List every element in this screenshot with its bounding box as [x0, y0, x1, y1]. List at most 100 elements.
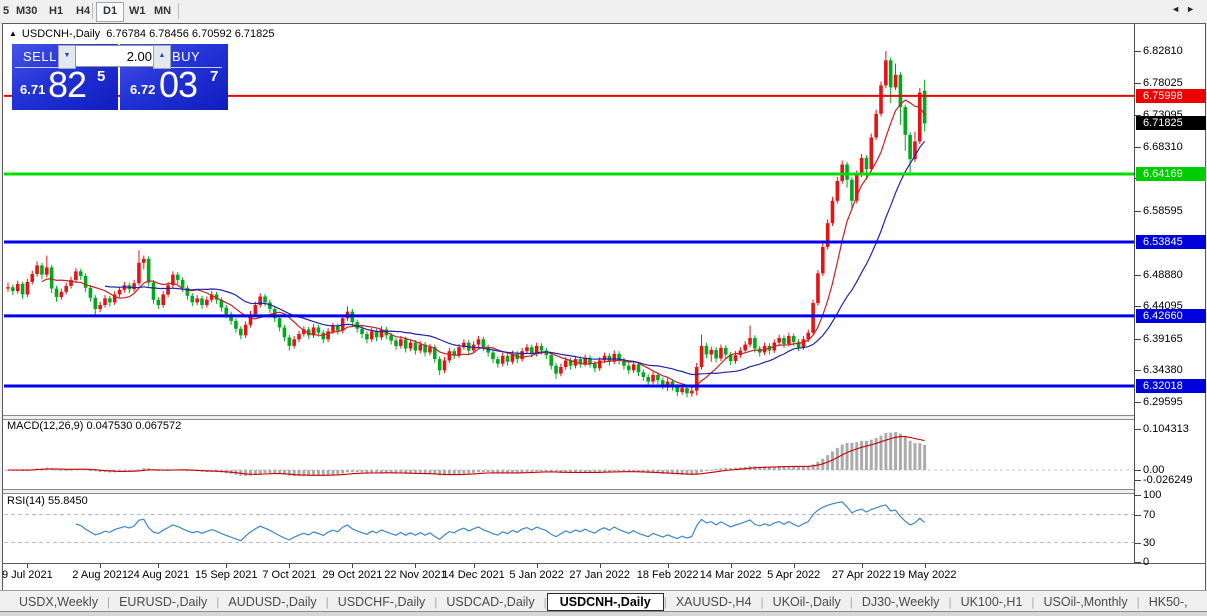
date-axis-tick — [289, 564, 291, 568]
date-axis-tick — [100, 564, 102, 568]
chart-window — [2, 23, 1206, 591]
macd-axis-label: -0.026249 — [1143, 474, 1193, 486]
axis-tick — [1135, 480, 1141, 481]
date-axis-label: 27 Jan 2022 — [569, 569, 630, 581]
chart-bottom-border — [3, 563, 1205, 564]
date-axis-tick — [599, 564, 601, 568]
timeframe-button-d1[interactable]: D1 — [96, 2, 125, 22]
chart-tab-usdchf-daily[interactable]: USDCHF-,Daily — [337, 594, 426, 609]
sell-underline — [15, 67, 63, 68]
tab-separator: | — [760, 594, 764, 609]
rsi-panel-splitter[interactable] — [3, 489, 1134, 494]
buy-price-small: 6.72 — [130, 82, 156, 97]
chart-tab-ukoil-daily[interactable]: UKOil-,Daily — [772, 594, 841, 609]
axis-tick — [1135, 429, 1141, 430]
volume-decrease-button[interactable]: ▼ — [58, 45, 76, 69]
timeframe-button-m30[interactable]: M30 — [16, 5, 38, 17]
chart-tab-usdx-weekly[interactable]: USDX,Weekly — [19, 594, 98, 609]
date-axis-label: 15 Sep 2021 — [195, 569, 258, 581]
chevron-up-icon: ▲ — [158, 52, 166, 59]
sell-price-small: 6.71 — [20, 82, 46, 97]
axis-tick — [1135, 275, 1141, 276]
price-axis-label: 6.82810 — [1143, 45, 1183, 57]
chart-tab-hk50[interactable]: HK50-, — [1148, 594, 1188, 609]
chart-tab-eurusd-daily[interactable]: EURUSD-,Daily — [119, 594, 208, 609]
macd-panel-splitter[interactable] — [3, 415, 1134, 420]
date-axis-tick — [27, 564, 29, 568]
date-axis-tick — [861, 564, 863, 568]
rsi-axis-label: 100 — [1143, 489, 1162, 501]
timeframe-button-w1[interactable]: W1 — [129, 5, 146, 17]
chart-tab-audusd-daily[interactable]: AUDUSD-,Daily — [228, 594, 317, 609]
axis-tick — [1135, 402, 1141, 403]
sell-label: SELL — [23, 49, 57, 64]
axis-tick — [1135, 339, 1141, 340]
tab-separator: | — [434, 594, 438, 609]
price-axis-label: 6.78025 — [1143, 77, 1183, 89]
chart-tab-uk100-h1[interactable]: UK100-,H1 — [960, 594, 1023, 609]
tab-separator: | — [849, 594, 853, 609]
buy-underline — [164, 67, 222, 68]
sell-price-big: 82 — [48, 64, 87, 105]
tab-separator: | — [543, 594, 547, 609]
tab-separator: | — [1136, 594, 1140, 609]
date-axis-tick — [924, 564, 926, 568]
date-axis-label: 19 May 2022 — [892, 569, 957, 581]
macd-axis-label: 0.00 — [1143, 464, 1165, 476]
timeframe-button-5[interactable]: 5 — [3, 5, 10, 17]
toolbar-separator — [178, 3, 179, 19]
scroll-right-icon[interactable]: ► — [1186, 4, 1201, 14]
date-axis-tick — [473, 564, 475, 568]
chart-tab-bar: USDX,Weekly | EURUSD-,Daily | AUDUSD-,Daily |… — [0, 590, 1207, 612]
date-axis-label: 22 Nov 2021 — [384, 569, 447, 581]
chart-tab-xauusd-h4[interactable]: XAUUSD-,H4 — [675, 594, 752, 609]
price-axis-label: 6.39165 — [1143, 333, 1183, 345]
date-axis-label: 5 Apr 2022 — [767, 569, 821, 581]
chart-tab-dj30-weekly[interactable]: DJ30-,Weekly — [861, 594, 940, 609]
one-click-trade-panel: SELL 6.71 82 5 BUY 6.72 03 7 ▼ ▲ — [12, 44, 228, 110]
sell-button[interactable]: SELL 6.71 82 5 — [12, 44, 118, 110]
date-axis-label: 18 Feb 2022 — [636, 569, 699, 581]
collapse-toggle-icon[interactable]: ▲ — [9, 29, 17, 38]
chart-ohlc-values: 6.76784 6.78456 6.70592 6.71825 — [106, 28, 275, 40]
chart-symbol-label: USDCNH-,Daily — [21, 28, 101, 40]
date-axis-label: 14 Dec 2021 — [442, 569, 505, 581]
rsi-axis-label: 30 — [1143, 537, 1156, 549]
price-axis-label: 6.34380 — [1143, 364, 1183, 376]
price-axis-label: 6.68310 — [1143, 141, 1183, 153]
axis-tick — [1135, 515, 1141, 516]
scroll-left-icon[interactable]: ◄ — [1171, 4, 1187, 14]
price-level-badge: 6.64169 — [1136, 167, 1206, 181]
axis-tick — [1135, 470, 1141, 471]
date-axis-tick — [158, 564, 160, 568]
timeframe-button-mn[interactable]: MN — [154, 5, 172, 17]
tab-scroll-arrows: ◄► — [1171, 4, 1201, 14]
tab-separator: | — [663, 594, 667, 609]
timeframe-button-h1[interactable]: H1 — [49, 5, 64, 17]
buy-price-sup: 7 — [210, 68, 219, 85]
date-axis-label: 29 Oct 2021 — [322, 569, 383, 581]
timeframe-button-h4[interactable]: H4 — [76, 5, 91, 17]
date-axis-label: 5 Jan 2022 — [509, 569, 564, 581]
volume-input[interactable] — [75, 45, 157, 67]
volume-increase-button[interactable]: ▲ — [153, 45, 171, 69]
axis-tick — [1135, 370, 1141, 371]
tab-separator: | — [1031, 594, 1035, 609]
macd-axis-label: 0.104313 — [1143, 423, 1189, 435]
axis-tick — [1135, 51, 1141, 52]
price-level-badge: 6.75998 — [1136, 89, 1206, 103]
chart-tab-usdcnh-daily[interactable]: USDCNH-,Daily — [546, 592, 664, 611]
rsi-indicator-label: RSI(14) 55.8450 — [7, 495, 88, 507]
tab-separator: | — [948, 594, 952, 609]
date-axis-label: 24 Aug 2021 — [127, 569, 190, 581]
rsi-axis-label: 0 — [1143, 556, 1150, 568]
tab-separator: | — [106, 594, 111, 609]
toolbar-separator — [92, 3, 93, 19]
axis-tick — [1135, 147, 1141, 148]
axis-separator — [1134, 24, 1135, 564]
date-axis-tick — [793, 564, 795, 568]
chart-tab-usoil-monthly[interactable]: USOil-,Monthly — [1043, 594, 1128, 609]
chart-tab-usdcad-daily[interactable]: USDCAD-,Daily — [446, 594, 535, 609]
axis-tick — [1135, 115, 1141, 116]
